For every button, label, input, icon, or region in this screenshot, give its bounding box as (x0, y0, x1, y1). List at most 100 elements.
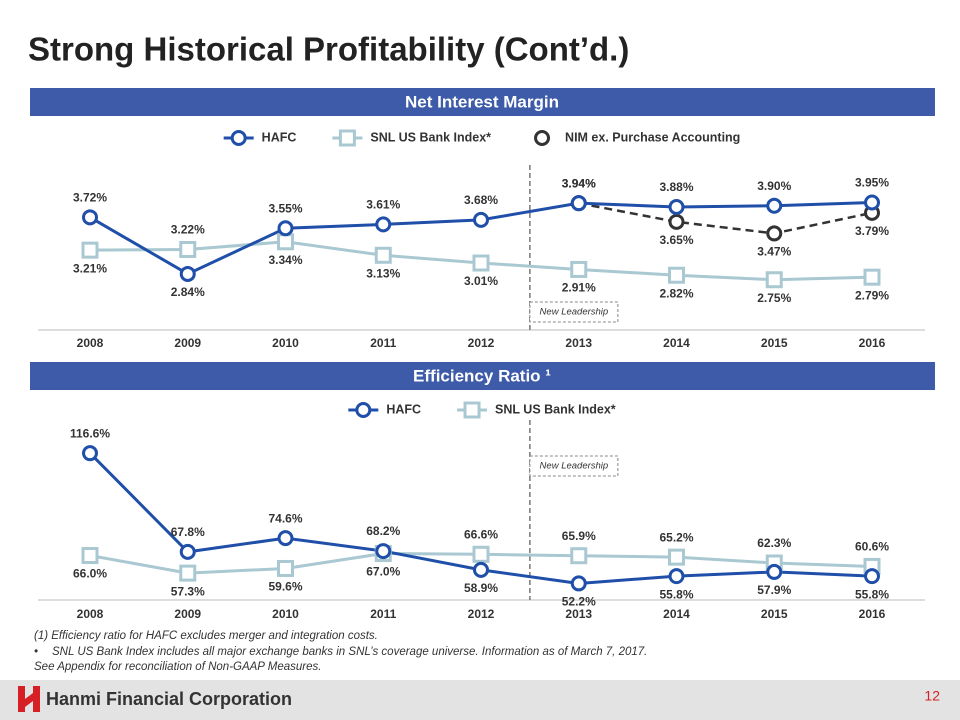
marker (570, 260, 588, 278)
data-label: 3.65% (659, 233, 693, 247)
legend-label: HAFC (262, 130, 297, 144)
x-tick-label: 2014 (663, 336, 690, 350)
marker (864, 568, 880, 585)
marker (82, 209, 98, 226)
marker (766, 563, 783, 580)
data-label: 66.0% (73, 567, 107, 581)
data-label: 55.8% (855, 587, 889, 601)
x-tick-label: 2016 (859, 336, 886, 350)
footer-bar (0, 680, 960, 720)
marker (277, 220, 294, 237)
data-label: 60.6% (855, 540, 889, 554)
x-tick-label: 2009 (174, 336, 201, 350)
x-tick-label: 2011 (370, 607, 396, 621)
marker (668, 266, 685, 284)
marker (570, 547, 588, 565)
marker (765, 271, 783, 289)
company-name: Hanmi Financial Corporation (46, 689, 292, 709)
x-tick-label: 2013 (565, 336, 592, 350)
marker (179, 265, 196, 282)
marker (472, 254, 490, 272)
marker (81, 547, 99, 565)
marker (277, 233, 294, 251)
bullet: • (34, 646, 38, 658)
annotation: New Leadership (540, 461, 609, 472)
marker (81, 241, 99, 259)
legend: HAFC SNL US Bank Index* NIM ex. Purchase A… (223, 129, 740, 147)
page-number: 12 (924, 688, 940, 704)
section-title: Net Interest Margin (405, 92, 559, 111)
data-label: 65.9% (562, 529, 596, 543)
marker (534, 130, 551, 146)
marker (863, 268, 881, 286)
marker (668, 568, 685, 585)
footnote: See Appendix for reconciliation of Non-G… (34, 661, 321, 673)
data-label: 66.6% (464, 527, 498, 541)
marker (277, 559, 294, 577)
annotation-box (529, 301, 619, 323)
data-label: 3.01% (464, 274, 498, 288)
data-label: 3.68% (464, 193, 498, 207)
marker (179, 564, 197, 582)
marker (570, 195, 587, 212)
data-label: 67.8% (171, 525, 205, 539)
legend-label: HAFC (386, 402, 421, 416)
x-tick-label: 2010 (272, 607, 299, 621)
x-tick-label: 2013 (565, 607, 592, 621)
marker (668, 199, 685, 216)
data-label: 67.0% (366, 565, 400, 579)
data-label: 52.2% (562, 595, 596, 609)
data-label: 74.6% (268, 511, 302, 525)
data-label: 3.72% (73, 190, 107, 204)
legend-label: SNL US Bank Index* (370, 130, 491, 144)
marker (179, 240, 197, 258)
data-label: 3.13% (366, 266, 400, 280)
logo-icon (18, 686, 40, 712)
data-label: 2.84% (171, 285, 205, 299)
marker (570, 575, 587, 592)
data-label: 65.2% (659, 530, 693, 544)
data-label: 68.2% (366, 524, 400, 538)
data-label: 62.3% (757, 536, 791, 550)
marker (668, 548, 685, 566)
marker (375, 543, 392, 560)
legend-label: NIM ex. Purchase Accounting (565, 130, 740, 144)
x-tick-label: 2008 (77, 336, 104, 350)
data-label: 3.88% (659, 180, 693, 194)
data-label: 3.79% (855, 224, 889, 238)
slide-title: Strong Historical Profitability (Cont’d.… (28, 31, 629, 68)
x-tick-label: 2015 (761, 336, 788, 350)
marker (766, 225, 783, 242)
marker (82, 445, 98, 462)
marker (179, 543, 196, 560)
x-tick-label: 2014 (663, 607, 690, 621)
marker (230, 130, 247, 146)
data-label: 55.8% (659, 587, 693, 601)
annotation-box (529, 455, 619, 477)
data-label: 3.55% (268, 201, 302, 215)
data-label: 58.9% (464, 581, 498, 595)
marker (374, 246, 392, 264)
x-tick-label: 2015 (761, 607, 788, 621)
x-tick-label: 2012 (468, 607, 495, 621)
annotation: New Leadership (540, 307, 609, 318)
series-line (578, 201, 873, 235)
legend-label: SNL US Bank Index* (495, 402, 616, 416)
x-tick-label: 2012 (468, 336, 495, 350)
data-label: 3.90% (757, 179, 791, 193)
x-tick-label: 2008 (77, 607, 104, 621)
footnote: SNL US Bank Index includes all major exc… (52, 646, 647, 658)
data-label: 3.94% (562, 176, 596, 190)
data-label: 3.61% (366, 198, 400, 212)
marker (338, 129, 356, 147)
marker (277, 530, 294, 547)
data-label: 3.34% (268, 253, 302, 267)
legend: HAFC SNL US Bank Index* (348, 401, 616, 419)
x-tick-label: 2009 (174, 607, 201, 621)
x-tick-label: 2011 (370, 336, 396, 350)
marker (864, 194, 880, 211)
data-label: 116.6% (70, 426, 110, 440)
marker (472, 545, 490, 563)
marker (766, 197, 783, 214)
marker (375, 216, 392, 233)
